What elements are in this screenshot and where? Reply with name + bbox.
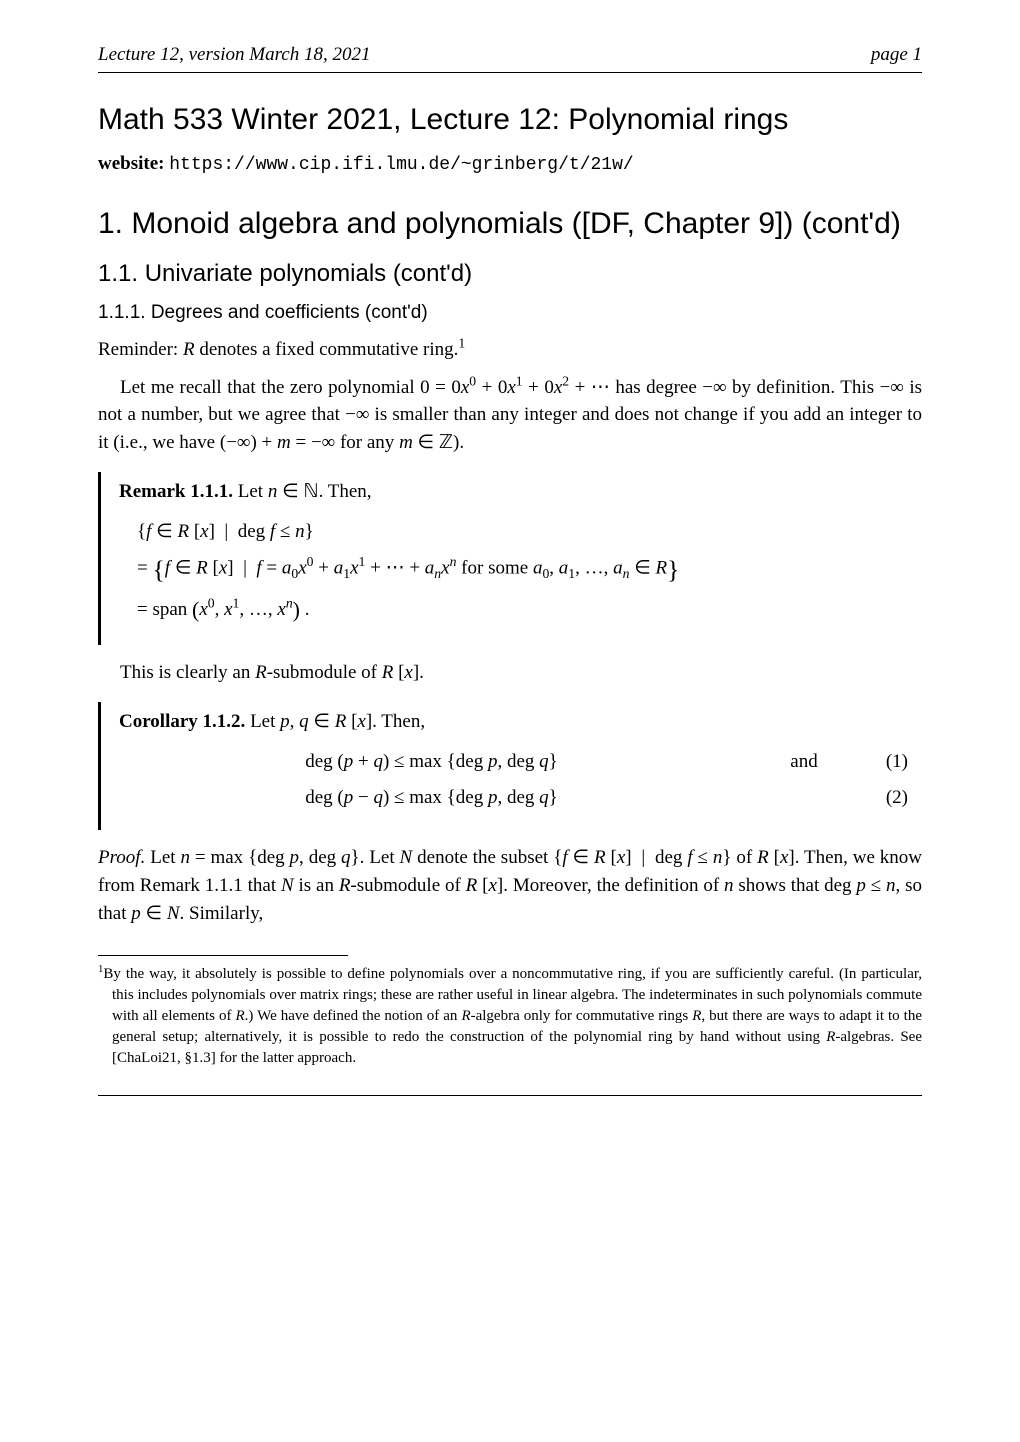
subsection-title: Univariate polynomials (cont'd): [145, 260, 472, 287]
p1-pre: Reminder:: [98, 339, 183, 360]
equation-1: deg (p + q) ≤ max {deg p, deg q}: [119, 746, 744, 778]
equation-2: deg (p − q) ≤ max {deg p, deg q}: [119, 782, 744, 814]
equation-1-row: deg (p + q) ≤ max {deg p, deg q} and (1): [119, 746, 908, 778]
paragraph-2: Let me recall that the zero polynomial 0…: [98, 374, 922, 457]
after-remark-paragraph: This is clearly an R-submodule of R [x].: [98, 659, 922, 687]
paragraph-1: Reminder: R denotes a fixed commutative …: [98, 336, 922, 364]
subsubsection-heading: 1.1.1. Degrees and coefficients (cont'd): [98, 302, 922, 324]
corollary-lead: Let p, q ∈ R [x]. Then,: [250, 711, 425, 732]
page: Lecture 12, version March 18, 2021 page …: [0, 0, 1020, 1442]
remark-line2: = {f ∈ R [x] | f = a0x0 + a1x1 + ⋯ + anx…: [137, 548, 908, 592]
subsection-number: 1.1.: [98, 260, 138, 287]
corollary-label: Corollary 1.1.2.: [119, 711, 245, 732]
remark-label: Remark 1.1.1.: [119, 481, 233, 502]
section-number: 1.: [98, 207, 123, 240]
remark-1-1-1: Remark 1.1.1. Let n ∈ ℕ. Then, {f ∈ R [x…: [98, 472, 922, 645]
equation-2-row: deg (p − q) ≤ max {deg p, deg q} (2): [119, 782, 908, 814]
equation-1-number: (1): [864, 746, 908, 778]
running-header-right: page 1: [871, 44, 922, 66]
website-url[interactable]: https://www.cip.ifi.lmu.de/~grinberg/t/2…: [169, 155, 633, 175]
p1-R: R: [183, 339, 195, 360]
equation-2-number: (2): [864, 782, 908, 814]
corollary-1-1-2: Corollary 1.1.2. Let p, q ∈ R [x]. Then,…: [98, 702, 922, 830]
subsubsection-number: 1.1.1.: [98, 302, 146, 323]
subsubsection-title: Degrees and coefficients (cont'd): [151, 302, 428, 323]
footnote-1-text: By the way, it absolutely is possible to…: [103, 966, 922, 1066]
section-title: Monoid algebra and polynomials ([DF, Cha…: [131, 207, 900, 240]
footnote-mark-1[interactable]: 1: [458, 336, 465, 351]
remark-lead: Let n ∈ ℕ. Then,: [238, 481, 372, 502]
running-header-rule: [98, 72, 922, 73]
running-header-left: Lecture 12, version March 18, 2021: [98, 44, 370, 66]
remark-line3: = span (x0, x1, …, xn) .: [137, 592, 908, 629]
p1-post: denotes a fixed commutative ring.: [195, 339, 459, 360]
remark-math: {f ∈ R [x] | deg f ≤ n} = {f ∈ R [x] | f…: [119, 516, 908, 629]
equation-1-and: and: [744, 746, 864, 778]
proof-paragraph: Proof. Let n = max {deg p, deg q}. Let N…: [98, 844, 922, 927]
running-header: Lecture 12, version March 18, 2021 page …: [98, 44, 922, 72]
bottom-rule: [98, 1095, 922, 1096]
remark-line1: {f ∈ R [x] | deg f ≤ n}: [137, 516, 908, 548]
footnote-rule: [98, 955, 348, 956]
website-line: website: https://www.cip.ifi.lmu.de/~gri…: [98, 153, 922, 175]
footnote-1: 1By the way, it absolutely is possible t…: [98, 964, 922, 1069]
corollary-eqs: deg (p + q) ≤ max {deg p, deg q} and (1)…: [119, 746, 908, 815]
website-label: website:: [98, 153, 164, 174]
section-heading: 1. Monoid algebra and polynomials ([DF, …: [98, 205, 922, 243]
lecture-title: Math 533 Winter 2021, Lecture 12: Polyno…: [98, 101, 922, 139]
subsection-heading: 1.1. Univariate polynomials (cont'd): [98, 260, 922, 288]
